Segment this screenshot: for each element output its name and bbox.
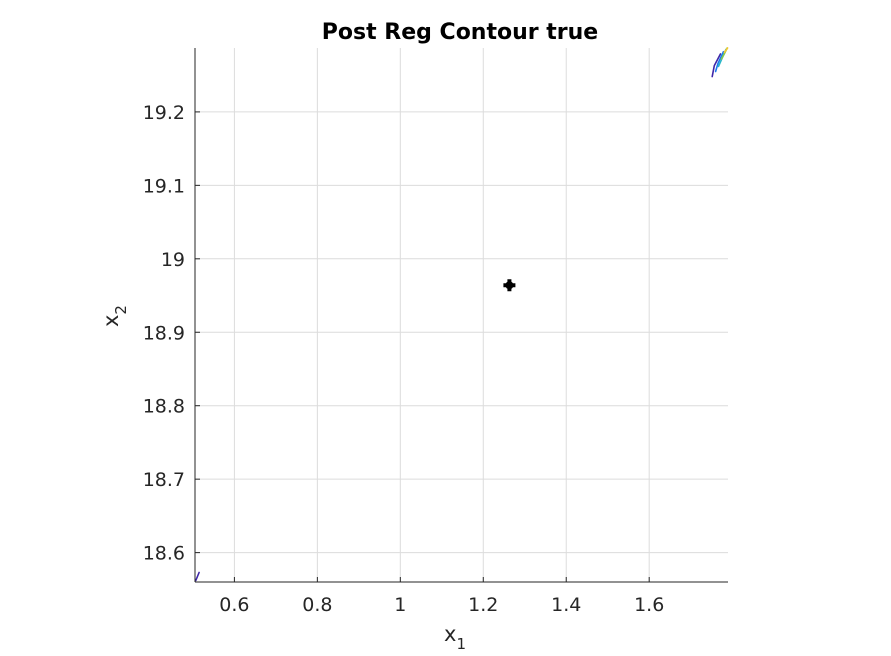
contour-line: [723, 47, 729, 54]
x-tick-label: 1.4: [551, 594, 581, 616]
x-tick-label: 1.6: [634, 594, 664, 616]
estimate-marker-core: [505, 281, 514, 290]
y-axis-label-base: x: [99, 315, 123, 327]
x-axis-label-base: x: [444, 622, 456, 646]
x-tick-label: 1.2: [468, 594, 498, 616]
chart-title: Post Reg Contour true: [322, 20, 598, 45]
marker-layer: [503, 279, 516, 292]
y-axis-label: x2: [99, 305, 130, 327]
y-tick-label: 19.1: [143, 175, 185, 197]
x-tick-label: 0.8: [302, 594, 332, 616]
y-tick-label: 18.9: [143, 322, 185, 344]
tick-layer: 0.6 0.8 1 1.2 1.4 1.6 18.6 18.7 18.8 18.9 19 19.1 19…: [143, 102, 665, 616]
y-tick-label: 18.8: [143, 396, 185, 418]
x-axis-label-subscript: 1: [456, 635, 466, 653]
grid-layer: [195, 48, 728, 582]
contour-layer: [195, 47, 729, 582]
x-tick-label: 1: [394, 594, 406, 616]
axes-layer: [194, 48, 728, 583]
y-tick-label: 19: [161, 249, 185, 271]
y-tick-label: 18.6: [143, 543, 185, 565]
contour-line: [195, 571, 200, 582]
y-tick-label: 18.7: [143, 469, 185, 491]
x-axis-label: x1: [444, 622, 466, 653]
x-tick-label: 0.6: [219, 594, 249, 616]
y-tick-label: 19.2: [143, 102, 185, 124]
contour-line: [711, 53, 722, 78]
y-axis-label-subscript: 2: [112, 305, 130, 315]
contour-line: [714, 50, 725, 73]
